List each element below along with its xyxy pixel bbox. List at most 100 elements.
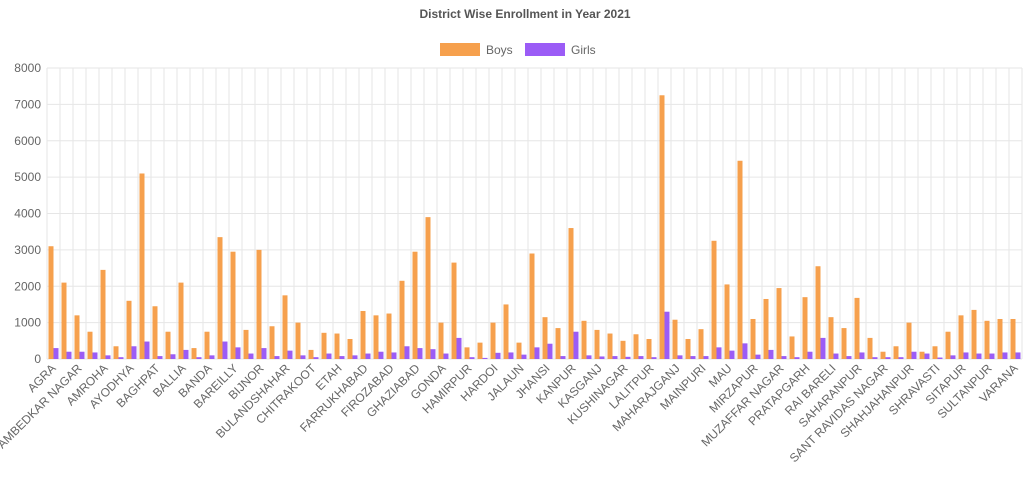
bar (625, 356, 631, 359)
bar (1002, 352, 1008, 359)
bar (365, 353, 371, 359)
bar (573, 331, 579, 359)
bar (885, 357, 891, 359)
bar (360, 310, 366, 359)
bar (906, 322, 912, 359)
bar (139, 173, 145, 359)
bar (282, 295, 288, 359)
bar (217, 237, 223, 359)
legend-swatch (440, 43, 480, 56)
bar (672, 319, 678, 359)
bar (274, 356, 280, 359)
bar (612, 356, 618, 359)
bar (391, 352, 397, 359)
bar (581, 320, 587, 359)
bar (456, 337, 462, 359)
y-tick-label: 4000 (14, 207, 41, 221)
bar (105, 355, 111, 359)
bar (118, 357, 124, 359)
bar (399, 280, 405, 359)
legend-label: Girls (571, 43, 596, 57)
bar (763, 298, 769, 359)
y-tick-label: 1000 (14, 316, 41, 330)
bar (66, 351, 72, 359)
bar (781, 356, 787, 359)
bar (1010, 318, 1016, 359)
bar (893, 346, 899, 359)
bar (846, 356, 852, 359)
bar (74, 315, 80, 359)
bar (638, 356, 644, 359)
bar (867, 337, 873, 359)
bar (659, 95, 665, 359)
y-tick-label: 0 (34, 352, 41, 366)
bar (165, 331, 171, 359)
bar (547, 343, 553, 359)
bar (958, 315, 964, 359)
bar (937, 357, 943, 359)
bar (243, 329, 249, 359)
bar (932, 346, 938, 359)
bar (477, 342, 483, 359)
bar (724, 284, 730, 359)
bar (308, 349, 314, 359)
bar (61, 282, 67, 359)
bar (144, 341, 150, 359)
bar (997, 318, 1003, 359)
bar (87, 331, 93, 359)
bar (729, 350, 735, 359)
bar (430, 349, 436, 359)
bar (768, 349, 774, 359)
bar (976, 353, 982, 359)
y-tick-label: 7000 (14, 97, 41, 111)
bar (594, 329, 600, 359)
bar (347, 338, 353, 359)
bar (464, 347, 470, 359)
bar (950, 355, 956, 359)
bar (677, 355, 683, 359)
bar (742, 343, 748, 359)
bar (516, 342, 522, 359)
bar (170, 354, 176, 359)
bar (872, 357, 878, 359)
bar (807, 351, 813, 359)
bar (373, 315, 379, 359)
bar (230, 251, 236, 359)
bar (854, 297, 860, 359)
bar (971, 309, 977, 359)
bar (737, 160, 743, 359)
bar (261, 348, 267, 359)
bar (789, 336, 795, 359)
legend-swatch (525, 43, 565, 56)
bar (425, 217, 431, 359)
bar (495, 352, 501, 359)
bar (859, 352, 865, 359)
bar (196, 357, 202, 359)
bar (204, 331, 210, 359)
bar (334, 333, 340, 359)
bar (404, 346, 410, 359)
bar (607, 333, 613, 359)
bar (113, 346, 119, 359)
y-tick-label: 6000 (14, 134, 41, 148)
bar (599, 356, 605, 359)
bar (1015, 352, 1021, 359)
bar (386, 313, 392, 359)
y-tick-label: 5000 (14, 170, 41, 184)
bar (508, 352, 514, 359)
bar (984, 320, 990, 359)
bar (451, 262, 457, 359)
bar (92, 352, 98, 359)
bar (568, 228, 574, 359)
bar (633, 334, 639, 359)
y-tick-label: 3000 (14, 243, 41, 257)
bar (339, 356, 345, 359)
bar (690, 356, 696, 359)
bar (841, 328, 847, 359)
bar (503, 304, 509, 359)
bar (248, 353, 254, 359)
bar (48, 246, 54, 359)
bar (482, 357, 488, 359)
